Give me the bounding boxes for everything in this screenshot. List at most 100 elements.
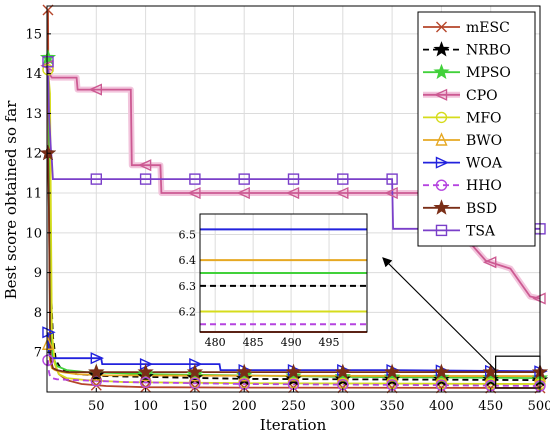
inset-y-tick-label: 6.2	[179, 305, 197, 318]
legend-item-mpso: MPSO	[423, 63, 511, 81]
series-marker-tsa	[386, 173, 398, 185]
inset-x-tick-label: 495	[319, 336, 340, 349]
legend-marker-mpso	[433, 63, 450, 80]
x-tick-label: 400	[429, 399, 454, 414]
legend-marker-bsd	[433, 199, 450, 215]
series-marker-bsd	[39, 144, 57, 161]
legend: mESC NRBO MPSO CPO MFO BWO WOA HHO BSD TSA	[417, 11, 536, 247]
x-tick-label: 200	[232, 399, 257, 414]
legend-marker-tsa	[435, 224, 448, 237]
x-tick-labels: 50 100 150 200 250 300 350 400 450 500	[88, 388, 550, 414]
series-marker-tsa	[189, 173, 201, 185]
series-marker-cpo	[384, 186, 398, 200]
series-marker-cpo	[137, 159, 152, 172]
series-marker-bsd	[236, 363, 253, 380]
series-marker-woa	[42, 326, 56, 339]
legend-item-tsa: TSA	[423, 223, 496, 239]
y-tick-label: 9	[34, 266, 42, 281]
series-marker-bsd	[137, 363, 154, 380]
y-tick-label: 12	[25, 147, 42, 162]
series-marker-cpo	[285, 186, 300, 200]
series-marker-tsa	[90, 173, 103, 185]
series-marker-bsd	[285, 363, 302, 380]
legend-marker-cpo	[433, 88, 448, 101]
series-marker-hho	[139, 376, 152, 389]
x-tick-label: 300	[330, 399, 355, 414]
y-axis-label: Best score obtained so far	[2, 100, 20, 300]
zoom-arrow	[382, 257, 497, 371]
legend-marker-hho	[435, 179, 448, 191]
legend-label-nrbo: NRBO	[466, 43, 511, 59]
legend-label-mpso: MPSO	[466, 65, 511, 81]
series-marker-tsa	[42, 56, 54, 68]
series-marker-hho	[90, 375, 103, 387]
legend-marker-mfo	[435, 111, 448, 124]
y-tick-label: 7	[34, 346, 42, 361]
legend-item-bsd: BSD	[423, 199, 497, 217]
series-marker-bwo	[41, 336, 55, 350]
legend-marker-mesc	[436, 21, 447, 33]
series-marker-cpo	[236, 186, 250, 200]
legend-label-tsa: TSA	[466, 223, 496, 239]
series-line-tsa	[47, 61, 540, 230]
x-axis-label: Iteration	[260, 416, 327, 434]
legend-item-nrbo: NRBO	[423, 41, 511, 59]
series-marker-bsd	[186, 363, 204, 380]
series-marker-bsd	[383, 363, 401, 380]
series-marker-tsa	[287, 173, 300, 185]
series-marker-hho	[42, 354, 54, 366]
legend-label-woa: WOA	[466, 156, 503, 172]
legend-label-cpo: CPO	[466, 88, 498, 104]
series-marker-bsd	[433, 363, 450, 380]
y-tick-label: 13	[25, 107, 42, 122]
legend-label-bsd: BSD	[466, 201, 497, 217]
series-marker-bsd	[334, 363, 351, 380]
zoom-annotation	[382, 257, 541, 389]
inset-zoom-plot: 480 485 490 495 6.2 6.3 6.4 6.5	[179, 213, 368, 349]
zoom-region-box	[495, 355, 541, 389]
series-marker-mesc	[42, 4, 54, 16]
y-tick-label: 11	[25, 187, 42, 202]
series-marker-cpo	[187, 186, 201, 200]
legend-marker-bwo	[435, 132, 448, 146]
legend-label-mesc: mESC	[466, 20, 510, 36]
x-tick-label: 250	[281, 399, 306, 414]
series-marker-cpo	[483, 256, 497, 269]
series-marker-tsa	[238, 173, 250, 185]
x-tick-label: 500	[528, 399, 550, 414]
inset-frame	[199, 213, 368, 333]
legend-item-woa: WOA	[423, 156, 503, 172]
x-tick-label: 50	[88, 399, 105, 414]
inset-y-tick-label: 6.4	[179, 254, 197, 267]
legend-marker-nrbo	[433, 41, 450, 57]
series-marker-mfo	[42, 63, 54, 76]
inset-x-tick-label: 490	[281, 336, 302, 349]
y-tick-label: 14	[25, 67, 42, 82]
legend-label-bwo: BWO	[466, 133, 502, 149]
legend-item-mesc: mESC	[423, 20, 510, 36]
inset-x-tick-label: 485	[243, 336, 264, 349]
legend-item-mfo: MFO	[423, 110, 502, 126]
series-marker-tsa	[139, 173, 152, 185]
x-tick-label: 100	[133, 399, 158, 414]
markers-layer	[39, 4, 549, 394]
legend-marker-woa	[435, 156, 450, 169]
y-tick-label: 10	[25, 226, 42, 241]
y-tick-label: 8	[34, 306, 42, 321]
inset-x-tick-label: 480	[205, 336, 226, 349]
series-line-hho	[47, 360, 541, 387]
y-tick-labels: 7 8 9 10 11 12 13 14 15	[25, 27, 51, 361]
legend-item-cpo: CPO	[423, 88, 498, 104]
x-tick-label: 450	[478, 399, 503, 414]
inset-y-tick-label: 6.5	[179, 229, 197, 242]
legend-item-bwo: BWO	[423, 132, 502, 149]
series-marker-bsd	[88, 363, 105, 380]
series-marker-cpo	[335, 186, 349, 200]
legend-label-mfo: MFO	[466, 110, 502, 126]
x-tick-label: 350	[380, 399, 405, 414]
series-marker-cpo	[88, 83, 103, 96]
series-marker-tsa	[337, 173, 349, 185]
series-layer	[45, 9, 541, 389]
legend-label-hho: HHO	[466, 178, 502, 194]
